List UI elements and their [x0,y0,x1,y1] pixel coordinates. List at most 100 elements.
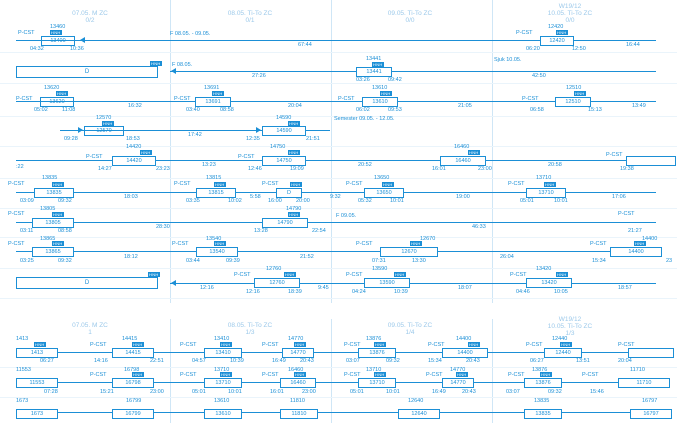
train-box[interactable]: 11710 [618,378,670,388]
train-box[interactable]: 14770 [442,378,474,388]
train-box[interactable]: 14400 [442,348,488,358]
train-box[interactable]: 13815 [196,188,236,198]
train-box[interactable]: 14790 [262,218,308,228]
train-box-partial[interactable] [628,348,674,358]
train-box[interactable]: 13805 [32,218,74,228]
train-box[interactable]: 13865 [32,247,74,257]
train-number: 14420 [126,144,142,150]
train-box[interactable]: 14420 [112,156,156,166]
train-number: 14400 [456,336,472,342]
timeline-bar [16,352,656,353]
timeline-bar [16,382,656,383]
train-box[interactable]: 16798 [112,378,154,388]
train-box[interactable]: 12670 [380,247,438,257]
train-box[interactable]: 12640 [398,409,440,419]
time-label: 23:00 [150,389,164,395]
train-tag: HNH [468,150,480,155]
train-box[interactable]: 12420 [540,36,574,46]
train-box[interactable]: 16460 [280,378,316,388]
row-divider [0,178,677,179]
time-label: 06:27 [530,358,544,364]
train-tag: HNH [34,342,46,347]
duty-box-d[interactable]: D [276,188,302,198]
time-label: 10:01 [386,389,400,395]
train-box[interactable]: 13835 [524,409,562,419]
row-divider [0,298,677,299]
duty-box-d[interactable]: D [16,277,158,289]
train-box[interactable]: 14400 [610,247,662,257]
time-label: 10:02 [228,198,242,204]
train-box[interactable]: 12760 [254,278,300,288]
train-box[interactable]: 13835 [34,188,74,198]
train-box[interactable]: 13710 [204,378,242,388]
train-number: 16799 [126,398,142,404]
train-box[interactable]: 11553 [16,378,58,388]
pcst-label: P-CST [428,342,445,348]
train-number: 13835 [534,398,550,404]
time-label: 20:43 [462,389,476,395]
train-box[interactable]: 13610 [204,409,242,419]
absence-label: F 09.05. [336,213,357,219]
pcst-label: P-CST [338,96,355,102]
train-box[interactable]: 14750 [262,156,306,166]
train-box[interactable]: 11810 [280,409,318,419]
train-number: 11710 [630,367,645,373]
time-label: 9:45 [318,285,329,291]
time-label: 13:51 [576,358,590,364]
train-box[interactable]: 16799 [112,409,154,419]
train-tag: HNH [288,212,300,217]
time-label: 06:58 [530,107,544,113]
train-box[interactable]: 13620 [40,97,74,107]
train-box[interactable]: 13540 [196,247,238,257]
train-box[interactable]: 16460 [440,156,486,166]
train-box-partial[interactable] [626,156,676,166]
train-box[interactable]: 13691 [195,97,231,107]
time-label: 04:46 [516,289,530,295]
time-label: 05:02 [34,107,48,113]
train-box[interactable]: 14770 [282,348,314,358]
train-tag: HNH [220,342,232,347]
pcst-label: P-CST [90,372,107,378]
train-box[interactable]: 13876 [524,378,562,388]
pcst-label: P-CST [590,241,607,247]
train-box[interactable]: 1673 [16,409,58,419]
duty-box-d[interactable]: D [16,66,158,78]
train-tag: HNH [294,342,306,347]
absence-label: Semester 09.05. - 12.05. [334,116,395,122]
pcst-label: P-CST [8,241,25,247]
train-box[interactable]: 16797 [630,409,672,419]
train-number: 11810 [290,398,305,404]
pcst-label: P-CST [346,181,363,187]
pcst-label: P-CST [522,96,539,102]
train-box[interactable]: 14590 [262,126,306,136]
pcst-label: P-CST [618,211,635,217]
train-box[interactable]: 13400 [41,36,75,46]
train-box[interactable]: 12440 [544,348,582,358]
train-number: 16797 [642,398,658,404]
train-box[interactable]: 13420 [526,278,572,288]
train-box[interactable]: 12510 [555,97,591,107]
train-number: 14790 [286,206,302,212]
train-box[interactable]: 13650 [364,188,404,198]
train-box[interactable]: 13610 [362,97,398,107]
train-box[interactable]: 12570 [84,126,124,136]
train-box[interactable]: 13710 [526,188,566,198]
train-tag: HNH [468,342,480,347]
pcst-label: P-CST [174,181,191,187]
time-label: 18:03 [124,194,138,200]
time-label: 46:33 [472,224,486,230]
time-label: 18:53 [126,136,140,142]
train-box[interactable]: 13410 [204,348,242,358]
time-label: 17:06 [612,194,626,200]
train-box[interactable]: 13441 [356,67,392,77]
train-box[interactable]: 1413 [16,348,58,358]
absence-label: Sjuk 10.05. [494,57,522,63]
column-divider [170,0,171,423]
time-label: 14:16 [94,358,108,364]
train-box[interactable]: 13710 [358,378,396,388]
train-number: 13410 [214,336,230,342]
train-box[interactable]: 13590 [364,278,410,288]
train-box[interactable]: 13876 [358,348,396,358]
train-box[interactable]: 14415 [112,348,154,358]
arrow-left-icon [80,37,85,43]
